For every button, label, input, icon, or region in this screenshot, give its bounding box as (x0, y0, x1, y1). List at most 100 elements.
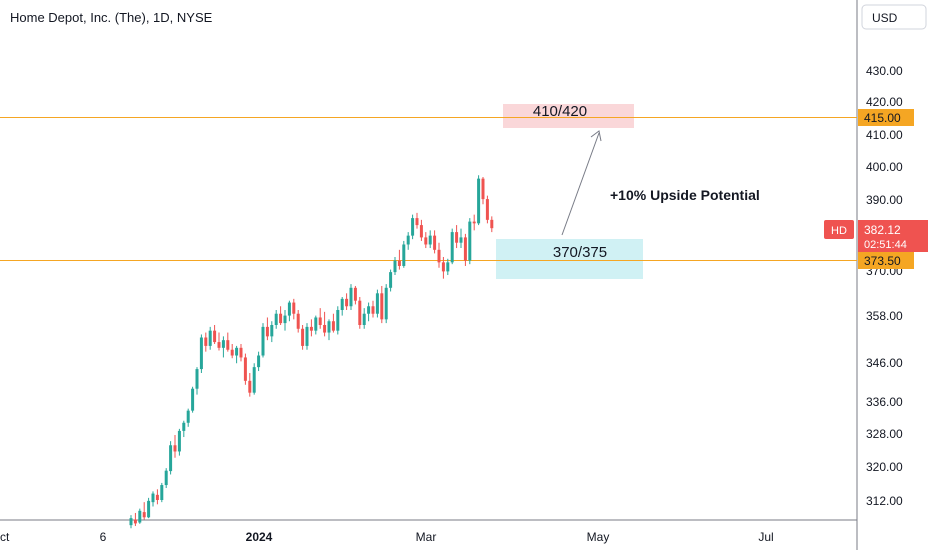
candle-body (239, 347, 243, 358)
candle-body (296, 313, 300, 329)
candle-body (235, 347, 239, 356)
candle-body (393, 260, 397, 273)
chart-title: Home Depot, Inc. (The), 1D, NYSE (10, 10, 213, 25)
candle-body (314, 317, 318, 331)
time-label: Jul (758, 530, 773, 544)
time-label: ct (0, 530, 10, 544)
candle-body (345, 298, 349, 307)
candle-body (147, 500, 151, 518)
candle-body (481, 178, 485, 200)
last-price: 382.12 (864, 223, 901, 237)
candle-body (463, 237, 467, 261)
candle-body (270, 324, 274, 337)
price-tick: 430.00 (866, 64, 903, 78)
candle-body (133, 519, 137, 524)
candle-body (380, 293, 384, 320)
upside-arrow-line (561, 132, 600, 236)
candle-body (485, 199, 489, 220)
candle-body (371, 306, 375, 314)
candle-body (415, 218, 419, 226)
candle-body (257, 355, 261, 368)
resistance-price-text: 415.00 (864, 111, 901, 125)
candle-body (309, 326, 313, 331)
candle-body (199, 337, 203, 370)
candle-body (362, 313, 366, 325)
candle-body (424, 237, 428, 245)
candle-body (186, 410, 190, 423)
candle-body (265, 326, 269, 337)
candle-body (327, 321, 331, 333)
price-tick: 420.00 (866, 95, 903, 109)
candle-body (283, 315, 287, 324)
candle-body (151, 493, 155, 503)
candle-body (160, 485, 164, 500)
candle-body (455, 232, 459, 243)
time-label: 2024 (246, 530, 273, 544)
time-label: May (587, 530, 610, 544)
support-zone-label: 370/375 (553, 244, 607, 261)
time-label: Mar (416, 530, 437, 544)
candle-body (301, 328, 305, 346)
candle-body (450, 232, 454, 263)
candle-body (261, 326, 265, 356)
candle-body (446, 262, 450, 272)
candle-body (353, 287, 357, 301)
price-tick: 410.00 (866, 128, 903, 142)
ticker-symbol: HD (831, 225, 847, 237)
candle-body (384, 287, 388, 320)
candle-body (459, 237, 463, 243)
candle-body (433, 235, 437, 250)
candle-body (358, 300, 362, 325)
target-zone-label: 410/420 (533, 103, 587, 120)
candle-body (173, 445, 177, 452)
candle-body (305, 326, 309, 346)
price-tick: 320.00 (866, 460, 903, 474)
currency-button[interactable] (861, 4, 927, 30)
support-price-label (858, 252, 914, 269)
candle-body (411, 218, 415, 236)
candle-body (204, 337, 208, 346)
candle-body (323, 324, 327, 333)
price-axis-ticks: 430.00 420.00 410.00 400.00 390.00 370.0… (866, 64, 903, 508)
support-zone (496, 239, 643, 279)
candle-body (164, 470, 168, 486)
candle-body (419, 225, 423, 238)
candle-body (375, 293, 379, 314)
candle-body (191, 388, 195, 411)
price-tick: 328.00 (866, 427, 903, 441)
candle-body (402, 244, 406, 266)
candle-body (217, 342, 221, 348)
price-tick: 358.00 (866, 309, 903, 323)
candle-body (292, 302, 296, 314)
candle-body (367, 306, 371, 314)
last-price-badge (858, 220, 928, 252)
candle-body (230, 349, 234, 356)
support-price-text: 373.50 (864, 254, 901, 268)
candle-body (208, 330, 212, 346)
candles (129, 175, 494, 529)
candle-body (468, 221, 472, 261)
candle-body (406, 235, 410, 245)
candle-body (349, 287, 353, 307)
candle-body (287, 302, 291, 316)
candle-body (243, 357, 247, 381)
price-tick: 400.00 (866, 160, 903, 174)
candle-body (437, 249, 441, 263)
ticker-symbol-badge[interactable] (824, 220, 854, 239)
candle-body (252, 367, 256, 393)
price-tick: 312.00 (866, 494, 903, 508)
candle-body (279, 313, 283, 324)
candle-body (138, 510, 142, 523)
candle-body (441, 262, 445, 272)
candle-body (336, 309, 340, 331)
bar-countdown: 02:51:44 (864, 239, 907, 251)
time-label: 6 (100, 530, 107, 544)
price-tick: 336.00 (866, 395, 903, 409)
candle-body (195, 369, 199, 389)
price-tick: 346.00 (866, 356, 903, 370)
target-zone (503, 104, 634, 128)
candle-body (213, 330, 217, 343)
candle-body (155, 494, 159, 500)
